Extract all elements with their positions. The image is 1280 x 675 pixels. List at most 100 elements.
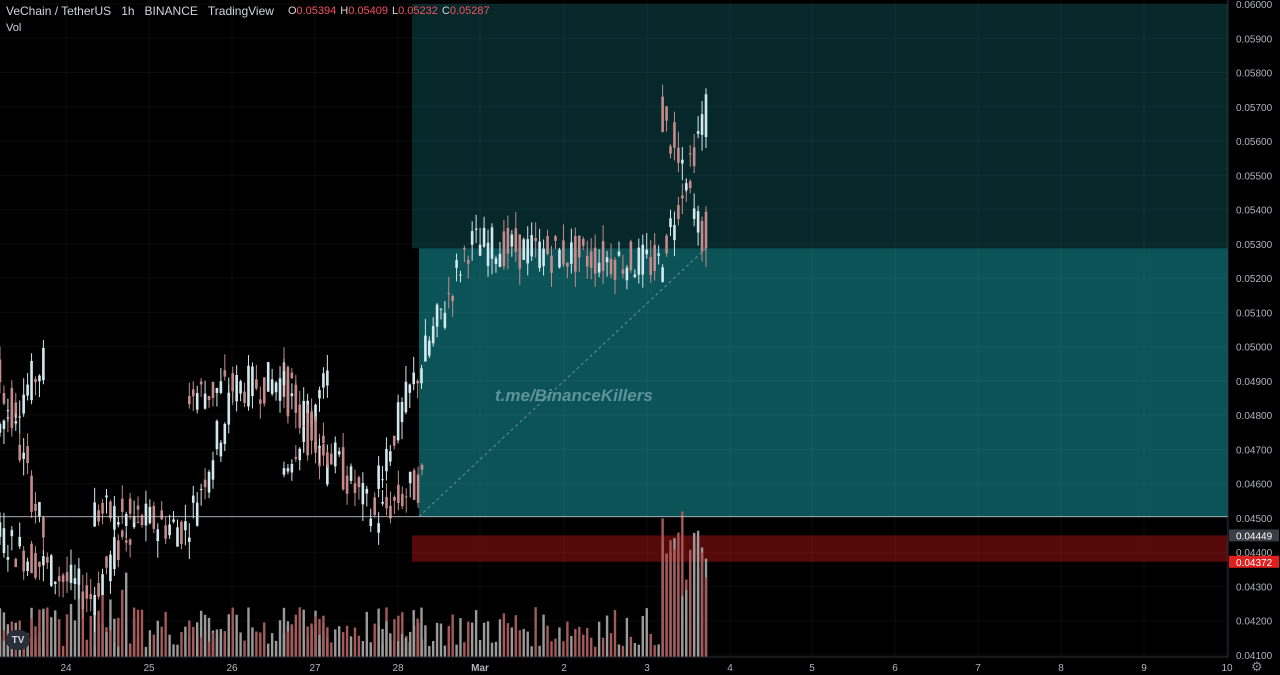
candle-body [314, 419, 317, 453]
candle-body [408, 471, 412, 484]
volume-bar [85, 639, 88, 657]
volume-bar [534, 607, 537, 657]
volume-bar [377, 625, 380, 657]
symbol-legend[interactable]: VeChain / TetherUS 1h BINANCE TradingVie… [6, 4, 490, 18]
candle-body [443, 312, 447, 328]
candle-body [203, 393, 207, 409]
tradingview-logo-icon[interactable]: TV [6, 630, 30, 650]
volume-bar [306, 626, 309, 657]
volume-bar [0, 608, 2, 657]
candle-body [207, 395, 211, 401]
symbol-name[interactable]: VeChain / TetherUS [6, 4, 112, 18]
candle-body [657, 253, 660, 256]
volume-bar [334, 629, 337, 657]
candle-body [649, 256, 653, 275]
low-label: L [391, 5, 399, 17]
volume-bar [506, 623, 510, 657]
candle-body [692, 208, 696, 219]
candle-body [396, 402, 400, 441]
candle-body [38, 375, 41, 382]
volume-bar [353, 627, 357, 657]
candle-body [617, 251, 621, 256]
volume-bar [482, 622, 486, 657]
volume-bar [215, 629, 219, 657]
candle-body [633, 274, 637, 278]
candle-body [704, 211, 708, 249]
volume-bar [203, 614, 207, 657]
exchange-label: BINANCE [144, 4, 198, 18]
volume-bar [128, 643, 132, 657]
volume-bar [38, 609, 41, 657]
candle-body [120, 530, 124, 537]
price-tick-label: 0.04900 [1236, 377, 1273, 388]
gear-icon[interactable]: ⚙ [1251, 659, 1263, 674]
candle-body [160, 510, 164, 520]
volume-bar [502, 613, 506, 657]
candle-body [322, 373, 325, 388]
price-tick-label: 0.04500 [1236, 514, 1273, 525]
candle-body [314, 404, 317, 423]
candle-body [298, 420, 302, 422]
candle-body [148, 506, 152, 524]
volume-bar [404, 637, 408, 657]
volume-bar [318, 634, 321, 657]
candle-body [109, 501, 112, 519]
candle-body [172, 519, 175, 522]
candle-body [369, 518, 373, 527]
candle-body [416, 380, 419, 384]
candle-body [89, 594, 93, 600]
candle-body [61, 575, 65, 582]
candle-body [412, 470, 416, 500]
candle-body [558, 249, 561, 268]
candle-body [101, 574, 104, 595]
candle-body [81, 591, 85, 610]
candle-body [42, 556, 45, 566]
volume-bar [207, 641, 211, 657]
candle-body [93, 502, 96, 527]
candle-body [30, 543, 33, 574]
time-tick-label: 9 [1141, 663, 1147, 674]
candle-body [223, 370, 227, 377]
volume-bar [251, 627, 254, 657]
price-tick-label: 0.05900 [1236, 34, 1273, 45]
price-tick-label: 0.05100 [1236, 308, 1273, 319]
candle-body [431, 326, 435, 344]
low-value: 0.05232 [398, 5, 438, 17]
high-label: H [340, 5, 349, 17]
volume-bar [681, 511, 684, 657]
volume-bar [365, 611, 369, 657]
candle-body [385, 497, 388, 509]
volume-bar [109, 599, 112, 657]
candle-body [34, 378, 37, 383]
candle-body [219, 381, 223, 393]
volume-bar [227, 614, 230, 657]
volume-bar [26, 639, 29, 657]
volume-bar [463, 642, 466, 657]
candle-body [400, 402, 404, 423]
candle-body [474, 228, 478, 230]
volume-bar [239, 632, 242, 657]
volume-bar [665, 553, 668, 657]
volume-bar [156, 620, 159, 657]
candle-body [381, 501, 384, 504]
watermark-text: t.me/BinanceKillers [495, 386, 653, 405]
volume-bar [310, 623, 313, 657]
volume-bar [605, 615, 609, 657]
volume-indicator-label[interactable]: Vol [6, 22, 22, 34]
candle-body [621, 269, 625, 274]
interval-label[interactable]: 1h [121, 4, 135, 18]
volume-bar [69, 604, 73, 657]
price-tick-label: 0.05800 [1236, 69, 1273, 80]
candle-body [282, 468, 286, 475]
volume-bar [486, 621, 490, 657]
volume-bar [589, 637, 593, 657]
price-badge [1229, 555, 1279, 568]
candle-body [53, 581, 57, 584]
candle-body [373, 497, 376, 516]
candle-body [696, 211, 700, 233]
candle-body [286, 468, 290, 472]
candle-body [144, 503, 148, 526]
volume-bar [298, 607, 301, 657]
price-tick-label: 0.04300 [1236, 582, 1273, 593]
